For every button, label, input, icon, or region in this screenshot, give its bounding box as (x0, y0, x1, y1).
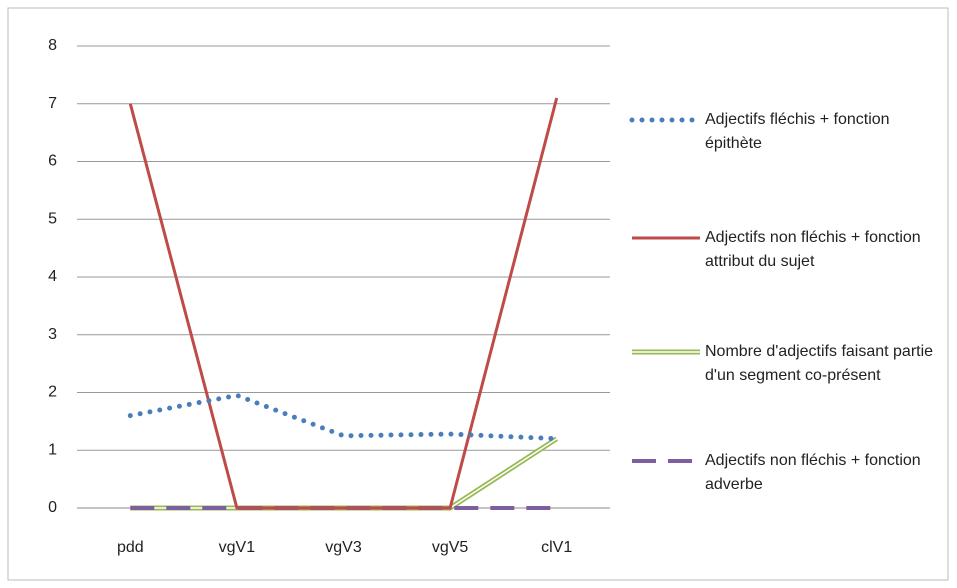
y-tick-label: 4 (48, 268, 57, 285)
legend-label: Adjectifs non fléchis + fonction adverbe (705, 452, 921, 493)
x-tick-label: vgV5 (432, 539, 469, 556)
x-tick-label: vgV3 (325, 539, 362, 556)
series-line (127, 392, 560, 442)
y-tick-label: 1 (48, 441, 57, 458)
legend-label: Adjectifs non fléchis + fonction attribu… (705, 229, 921, 270)
y-tick-label: 2 (48, 384, 57, 401)
x-tick-label: pdd (117, 539, 144, 556)
y-tick-label: 3 (48, 326, 57, 343)
series-line (128, 97, 559, 510)
y-tick-label: 0 (48, 499, 57, 516)
y-tick-label: 7 (48, 95, 57, 112)
x-tick-label: clV1 (541, 539, 572, 556)
y-tick-label: 8 (48, 37, 57, 54)
legend-label: Adjectifs fléchis + fonction épithète (705, 111, 890, 152)
legend-label: Nombre d'adjectifs faisant partie d'un s… (705, 343, 934, 384)
y-tick-label: 6 (48, 153, 57, 170)
y-tick-label: 5 (48, 210, 57, 227)
x-tick-label: vgV1 (219, 539, 256, 556)
